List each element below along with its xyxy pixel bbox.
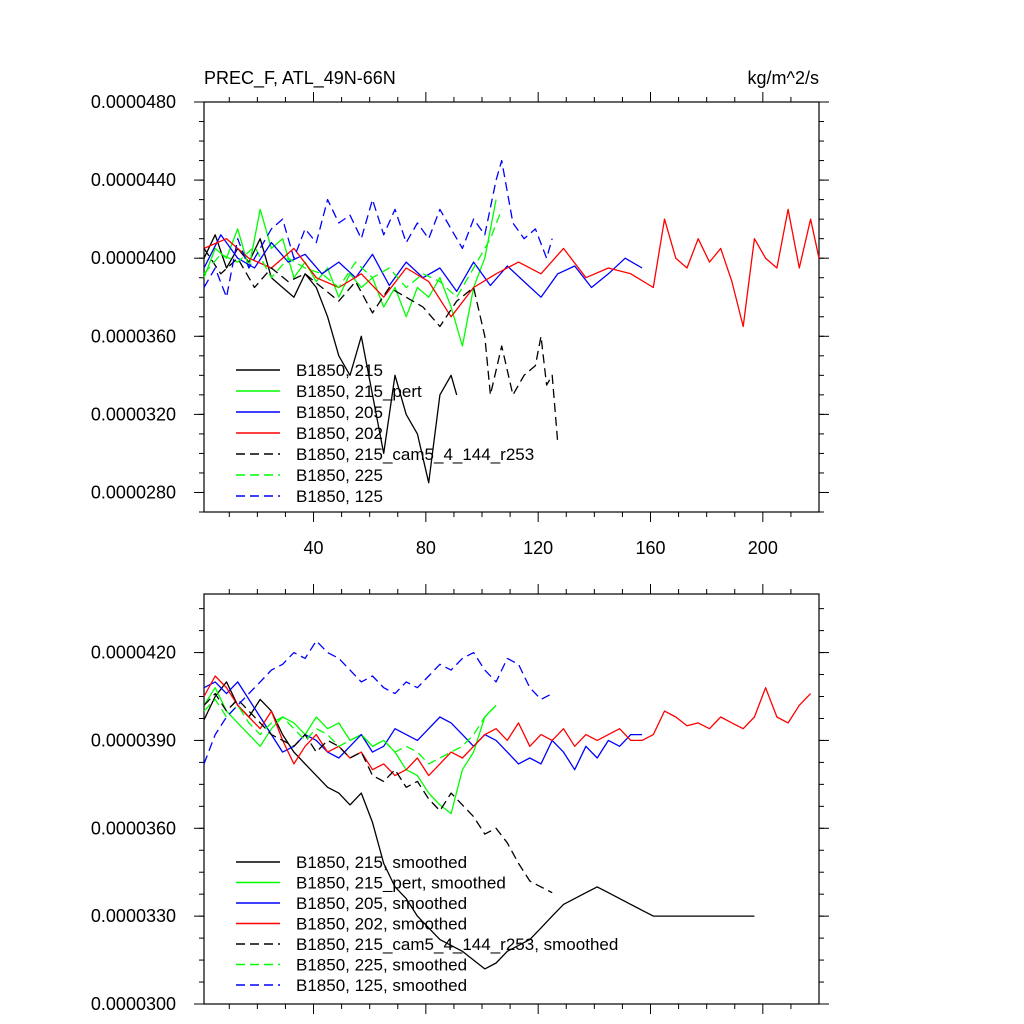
series-line-3 [203, 675, 812, 777]
series-line-4 [203, 692, 553, 894]
top-panel: PREC_F, ATL_49N-66N kg/m^2/s 40 80 120 160 2… [91, 68, 829, 558]
bottom-panel-series [203, 640, 812, 970]
x-tick-label: 40 [304, 538, 324, 558]
legend-label: B1850, 205, smoothed [296, 894, 467, 913]
legend-label: B1850, 215, smoothed [296, 853, 467, 872]
x-tick-label: 120 [523, 538, 553, 558]
top-panel-ticks: 40 80 120 160 200 0.0000280 0.0000320 0.0000360… [91, 92, 829, 558]
bottom-panel: 0.0000300 0.0000330 0.0000360 0.0000390 0.00… [91, 584, 829, 1014]
y-tick-label: 0.0000400 [91, 248, 176, 268]
x-tick-label: 200 [748, 538, 778, 558]
top-panel-title: PREC_F, ATL_49N-66N [204, 68, 396, 89]
bottom-panel-ticks: 0.0000300 0.0000330 0.0000360 0.0000390 0.00… [91, 584, 829, 1014]
y-tick-label: 0.0000360 [91, 326, 176, 346]
legend-label: B1850, 125 [296, 487, 383, 506]
bottom-panel-frame [203, 593, 820, 1005]
y-tick-label: 0.0000440 [91, 170, 176, 190]
series-line-2 [203, 681, 643, 771]
legend-label: B1850, 225, smoothed [296, 956, 467, 975]
bottom-panel-legend: B1850, 215, smoothed B1850, 215_pert, smo… [236, 853, 618, 995]
x-tick-label: 80 [416, 538, 436, 558]
legend-label: B1850, 215_cam5_4_144_r253 [296, 445, 534, 464]
y-tick-label: 0.0000420 [91, 643, 176, 663]
series-line-6 [203, 159, 553, 298]
legend-label: B1850, 202, smoothed [296, 915, 467, 934]
legend-label: B1850, 125, smoothed [296, 976, 467, 995]
series-line-4 [203, 248, 559, 444]
series-line-0 [203, 681, 755, 970]
legend-label: B1850, 215_pert, smoothed [296, 874, 506, 893]
y-tick-label: 0.0000480 [91, 92, 176, 112]
legend-label: B1850, 215_pert [296, 382, 422, 401]
top-panel-series [203, 159, 820, 484]
y-tick-label: 0.0000360 [91, 818, 176, 838]
legend-label: B1850, 202 [296, 424, 383, 443]
series-line-5 [203, 698, 497, 765]
top-panel-legend: B1850, 215 B1850, 215_pert B1850, 205 B1850… [236, 361, 534, 506]
y-tick-label: 0.0000320 [91, 404, 176, 424]
y-tick-label: 0.0000280 [91, 482, 176, 502]
legend-label: B1850, 215 [296, 361, 383, 380]
series-line-1 [203, 687, 497, 815]
series-line-5 [203, 209, 503, 298]
legend-label: B1850, 225 [296, 466, 383, 485]
series-line-3 [203, 208, 820, 328]
x-tick-label: 160 [635, 538, 665, 558]
y-tick-label: 0.0000330 [91, 906, 176, 926]
top-panel-units: kg/m^2/s [748, 68, 819, 88]
legend-label: B1850, 215_cam5_4_144_r253, smoothed [296, 935, 618, 954]
series-line-6 [203, 640, 553, 765]
top-panel-frame [203, 101, 820, 513]
y-tick-label: 0.0000390 [91, 730, 176, 750]
y-tick-label: 0.0000300 [91, 994, 176, 1014]
legend-label: B1850, 205 [296, 403, 383, 422]
